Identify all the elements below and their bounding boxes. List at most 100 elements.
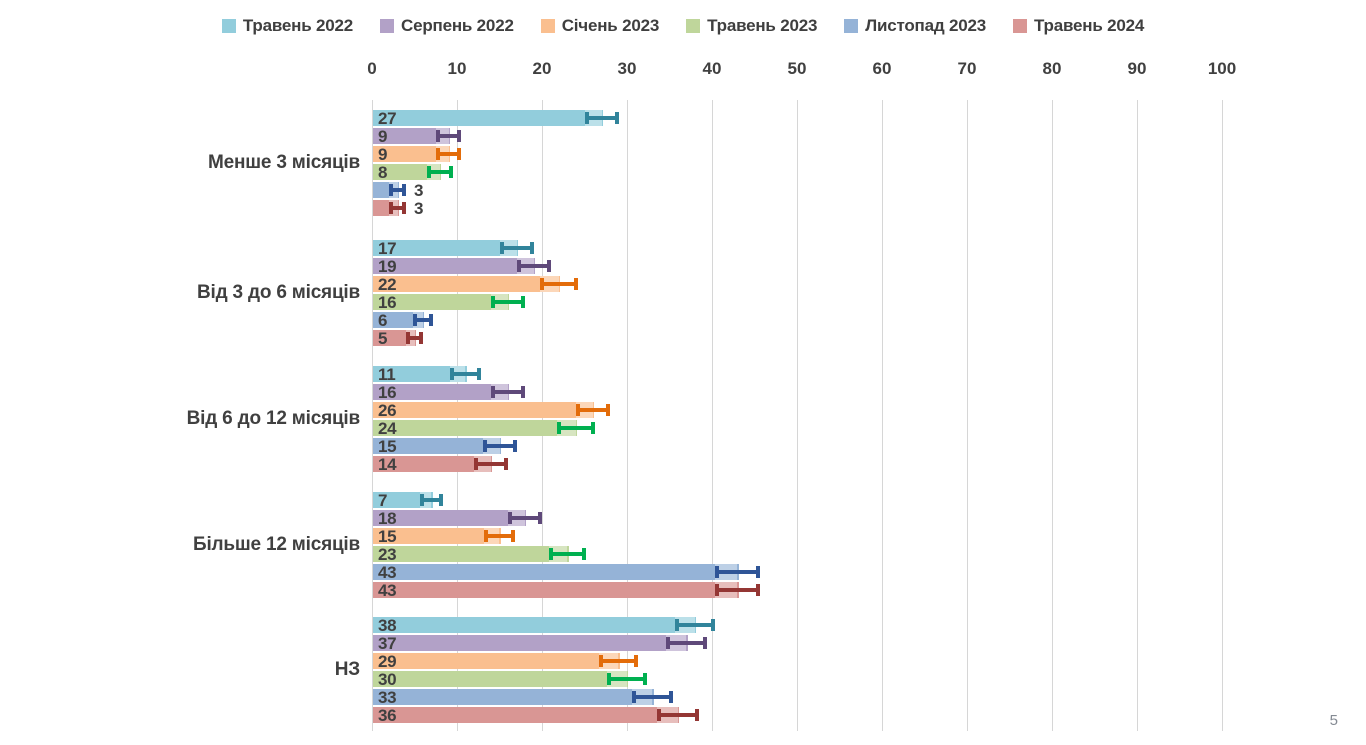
bar-value-label: 37 xyxy=(378,634,397,653)
error-bar-line xyxy=(412,318,434,322)
error-bar-cap xyxy=(656,709,661,721)
error-bar-cap xyxy=(573,278,578,290)
error-bar-cap xyxy=(474,458,478,470)
error-bar-cap xyxy=(538,512,542,524)
error-bar-cap xyxy=(412,314,417,326)
bar xyxy=(373,128,450,144)
error-bar-line xyxy=(576,408,610,412)
error-bar-cap xyxy=(590,422,595,434)
bar xyxy=(373,689,654,705)
bar xyxy=(373,653,620,669)
error-bar-cap xyxy=(427,166,432,178)
bar xyxy=(373,312,424,328)
error-bar-line xyxy=(675,623,715,627)
gridline xyxy=(372,100,373,731)
bar xyxy=(373,671,628,687)
error-bar-line xyxy=(499,246,534,250)
gridline xyxy=(1222,100,1223,731)
error-bar-cap xyxy=(504,458,508,470)
error-bar-cap xyxy=(476,368,481,380)
error-bar-cap xyxy=(512,440,517,452)
error-bar-cap xyxy=(516,260,521,272)
legend-label: Серпень 2022 xyxy=(401,16,514,35)
bar-value-label: 11 xyxy=(378,365,396,384)
error-bar-cap xyxy=(666,637,671,649)
gridline xyxy=(797,100,798,731)
bar-value-label: 26 xyxy=(378,401,397,420)
error-bar-cap xyxy=(557,422,562,434)
x-axis-tick-label: 50 xyxy=(787,59,807,78)
bar xyxy=(373,258,535,274)
bar xyxy=(373,707,679,723)
legend-item: Листопад 2023 xyxy=(844,16,986,36)
error-bar-line xyxy=(715,570,760,574)
legend-item: Травень 2024 xyxy=(1013,16,1144,36)
legend-label: Листопад 2023 xyxy=(865,16,986,35)
bar xyxy=(373,546,569,562)
legend-item: Травень 2023 xyxy=(686,16,817,36)
bar xyxy=(373,635,688,651)
x-axis-tick-label: 40 xyxy=(702,59,722,78)
gridline xyxy=(712,100,713,731)
category-label: Менше 3 місяців xyxy=(207,152,360,173)
legend-swatch-icon xyxy=(844,19,859,33)
error-bar-line xyxy=(450,372,481,376)
error-bar-line xyxy=(715,588,760,592)
gridline xyxy=(967,100,968,731)
error-bar-line xyxy=(540,282,578,286)
category-label: Від 6 до 12 місяців xyxy=(186,408,361,429)
error-bar-cap xyxy=(491,296,495,308)
gridline xyxy=(1052,100,1053,731)
error-bar-line xyxy=(389,188,406,192)
error-bar-cap xyxy=(715,566,720,578)
page-number: 5 xyxy=(1329,712,1338,729)
legend-item: Травень 2022 xyxy=(221,16,353,36)
error-bar-cap xyxy=(420,494,425,506)
error-bar-cap xyxy=(576,404,580,416)
error-bar-cap xyxy=(457,148,462,160)
chart-legend: Травень 2022 Серпень 2022 Січень 2023 Траве… xyxy=(0,16,1366,36)
gridline xyxy=(627,100,628,731)
bar-value-label: 43 xyxy=(378,581,397,600)
legend-label: Травень 2024 xyxy=(1034,16,1145,35)
legend-item: Серпень 2022 xyxy=(380,16,514,36)
error-bar-cap xyxy=(435,148,440,160)
error-bar-cap xyxy=(484,530,489,542)
category-label: Більше 12 місяців xyxy=(192,534,360,555)
category-label: Від 3 до 6 місяців xyxy=(196,282,360,303)
error-bar-cap xyxy=(755,566,760,578)
error-bar-cap xyxy=(642,673,647,685)
x-axis-tick-label: 80 xyxy=(1042,59,1062,78)
legend-item: Січень 2023 xyxy=(540,16,659,36)
error-bar-cap xyxy=(695,709,700,721)
error-bar-cap xyxy=(499,242,504,254)
bar-value-label: 23 xyxy=(378,545,397,564)
bar-value-label: 19 xyxy=(378,257,397,276)
bar-value-label: 14 xyxy=(378,455,397,474)
error-bar-cap xyxy=(755,584,760,596)
error-bar-line xyxy=(516,264,551,268)
error-bar-cap xyxy=(582,548,587,560)
bar xyxy=(373,456,492,472)
error-bar-cap xyxy=(402,202,406,214)
bar-value-label: 15 xyxy=(378,437,397,456)
bar xyxy=(373,110,603,126)
error-bar-cap xyxy=(632,691,637,703)
bar xyxy=(373,276,560,292)
error-bar-cap xyxy=(546,260,551,272)
bar xyxy=(373,528,501,544)
bar-value-label: 38 xyxy=(378,616,397,635)
bar xyxy=(373,402,594,418)
error-bar-cap xyxy=(634,655,639,667)
error-bar-cap xyxy=(606,404,610,416)
error-bar-line xyxy=(491,390,525,394)
bar-value-label: 8 xyxy=(378,163,388,182)
error-bar-cap xyxy=(715,584,720,596)
error-bar-cap xyxy=(389,184,393,196)
legend-swatch-icon xyxy=(540,19,555,33)
bar xyxy=(373,564,739,580)
error-bar-line xyxy=(557,426,595,430)
bar xyxy=(373,294,509,310)
bar-value-label: 33 xyxy=(378,688,397,707)
